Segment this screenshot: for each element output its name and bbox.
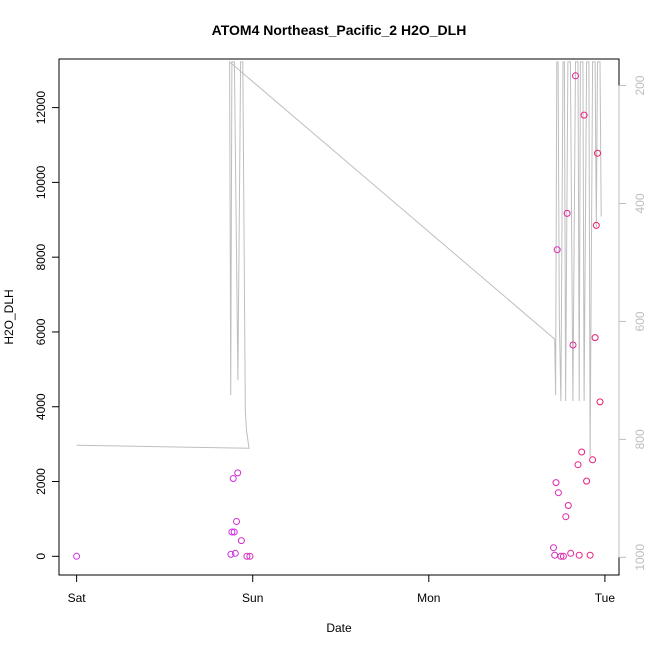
- data-point: [550, 544, 557, 552]
- data-point: [572, 72, 579, 80]
- data-point: [230, 528, 238, 536]
- chart-title: ATOM4 Northeast_Pacific_2 H2O_DLH: [212, 22, 467, 38]
- y-axis-right: 200 400 600 800 1000: [618, 75, 647, 571]
- data-point: [552, 479, 560, 487]
- data-point: [553, 246, 561, 254]
- data-point: [243, 552, 251, 560]
- data-point: [229, 475, 237, 482]
- data-point: [562, 513, 570, 521]
- data-point: [567, 549, 575, 557]
- data-point: [231, 549, 239, 557]
- y-tick-label: 2000: [34, 468, 48, 495]
- data-point: [563, 209, 571, 217]
- data-point: [580, 111, 588, 119]
- data-point: [557, 552, 565, 560]
- data-point: [592, 221, 600, 229]
- data-point: [228, 528, 236, 536]
- x-tick-label: Mon: [417, 591, 440, 605]
- data-point: [227, 550, 235, 558]
- data-point: [575, 551, 583, 559]
- air-pressure-line-series: [76, 60, 602, 458]
- y-right-tick-label: 800: [633, 429, 647, 449]
- data-point: [554, 489, 562, 497]
- data-point: [596, 398, 604, 406]
- data-point: [234, 469, 242, 477]
- data-point: [594, 149, 601, 157]
- data-point: [233, 518, 240, 525]
- x-tick-label: Tue: [595, 591, 616, 605]
- y-axis-label: H2O_DLH: [2, 289, 16, 344]
- plot-frame: [58, 58, 620, 576]
- data-point: [551, 551, 559, 559]
- data-point: [564, 502, 572, 509]
- pressure-line: [76, 60, 602, 458]
- y-axis-left: 0 2000 4000 6000 8000 10000 12000: [34, 91, 60, 560]
- y-tick-label: 8000: [34, 244, 48, 271]
- y-right-tick-label: 200: [633, 75, 647, 95]
- data-point: [586, 551, 594, 559]
- x-axis: Sat Sun Mon Tue: [68, 574, 616, 605]
- data-point: [574, 461, 582, 469]
- y-tick-label: 10000: [34, 165, 48, 199]
- h2o-point-series: [73, 72, 604, 560]
- y-right-tick-label: 600: [633, 311, 647, 331]
- y-tick-label: 12000: [34, 91, 48, 125]
- y-tick-label: 6000: [34, 318, 48, 345]
- data-point: [569, 341, 577, 349]
- x-tick-label: Sat: [68, 591, 87, 605]
- data-point: [591, 334, 599, 342]
- data-point: [246, 552, 254, 560]
- y-tick-label: 4000: [34, 393, 48, 420]
- data-point: [578, 448, 586, 456]
- y-tick-label: 0: [34, 553, 48, 560]
- x-tick-label: Sun: [242, 591, 263, 605]
- x-axis-label: Date: [326, 621, 352, 635]
- data-point: [583, 477, 591, 485]
- data-point: [73, 552, 81, 560]
- y-right-tick-label: 1000: [633, 544, 647, 571]
- y-right-tick-label: 400: [633, 193, 647, 213]
- data-point: [559, 552, 567, 560]
- data-point: [237, 537, 245, 545]
- data-point: [589, 456, 597, 464]
